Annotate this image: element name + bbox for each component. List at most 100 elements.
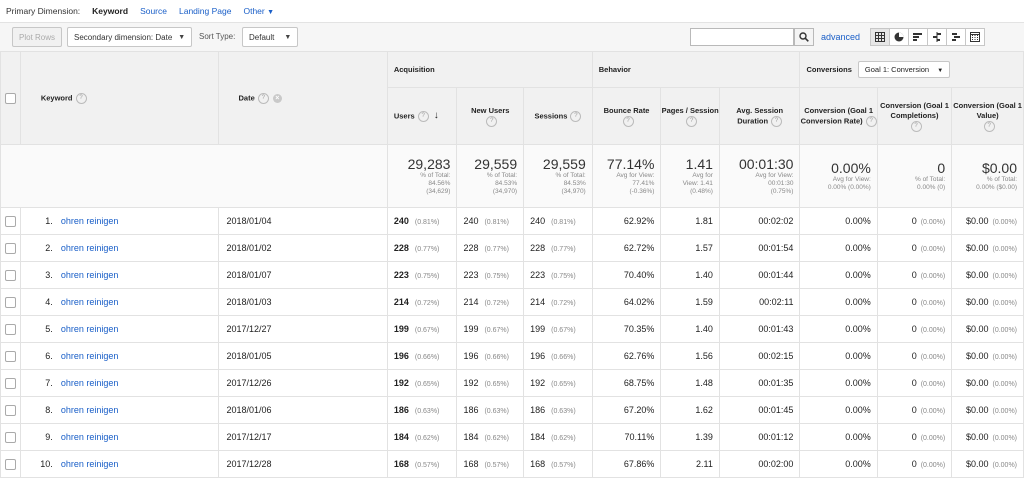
help-icon[interactable]: ?	[686, 115, 698, 127]
row-checkbox[interactable]	[4, 404, 16, 416]
completions-header[interactable]: Conversion (Goal 1 Completions)?	[876, 87, 953, 145]
sessions-cell: 186 (0.63%)	[523, 396, 593, 424]
conversion-rate-header[interactable]: Conversion (Goal 1 Conversion Rate)?	[799, 87, 878, 145]
completions-value: 0	[911, 405, 917, 415]
plot-rows-button[interactable]: Plot Rows	[12, 27, 63, 47]
bounce-rate-header[interactable]: Bounce Rate?	[591, 87, 662, 145]
search-button[interactable]	[794, 28, 814, 46]
new-users-percent: (0.65%)	[484, 381, 509, 388]
row-checkbox[interactable]	[4, 269, 16, 281]
dimension-source[interactable]: Source	[140, 6, 167, 16]
keyword-link[interactable]: ohren reinigen	[60, 270, 119, 280]
users-percent: (0.81%)	[414, 219, 440, 226]
new-users-value: 186	[463, 405, 479, 415]
help-icon[interactable]: ?	[570, 110, 582, 122]
dimension-other[interactable]: Other ▼	[243, 6, 274, 16]
users-percent: (0.66%)	[414, 354, 440, 361]
help-icon[interactable]: ?	[865, 115, 877, 127]
view-pie-button[interactable]	[889, 28, 909, 46]
view-pivot-button[interactable]	[965, 28, 985, 46]
date-header[interactable]: Date? ×	[217, 51, 388, 145]
row-checkbox[interactable]	[4, 215, 16, 227]
keyword-link[interactable]: ohren reinigen	[60, 324, 119, 334]
sessions-percent: (0.62%)	[551, 435, 576, 442]
chevron-down-icon: ▼	[937, 68, 944, 74]
goal-value-cell: $0.00 (0.00%)	[951, 369, 1024, 397]
users-header[interactable]: Users? ↓	[386, 87, 458, 145]
total-sub: (-0.36%)	[629, 187, 655, 195]
keyword-cell: 3. ohren reinigen	[19, 261, 219, 289]
sessions-value: 214	[530, 297, 546, 307]
row-checkbox[interactable]	[4, 323, 16, 335]
keyword-cell: 5. ohren reinigen	[19, 315, 219, 343]
conversions-label: Conversions	[806, 65, 852, 74]
view-performance-button[interactable]	[908, 28, 928, 46]
keyword-link[interactable]: ohren reinigen	[60, 459, 119, 469]
dimension-landing-page[interactable]: Landing Page	[179, 6, 232, 16]
completions-percent: (0.00%)	[920, 435, 946, 442]
row-checkbox[interactable]	[4, 242, 16, 254]
goal-value-header[interactable]: Conversion (Goal 1 Value)?	[951, 87, 1024, 145]
row-checkbox[interactable]	[4, 458, 16, 470]
keyword-link[interactable]: ohren reinigen	[60, 351, 119, 361]
new-users-value: 214	[463, 297, 479, 307]
search-input[interactable]	[690, 28, 794, 46]
keyword-link[interactable]: ohren reinigen	[60, 243, 119, 253]
secondary-dimension-label: Secondary dimension: Date	[74, 32, 173, 42]
completions-value: 0	[911, 297, 917, 307]
help-icon[interactable]: ?	[771, 115, 783, 127]
help-icon[interactable]: ?	[983, 120, 995, 132]
help-icon[interactable]: ?	[75, 92, 87, 104]
total-sub: % of Total:	[914, 175, 946, 183]
users-percent: (0.77%)	[414, 246, 440, 253]
goal-select[interactable]: Goal 1: Conversion ▼	[857, 61, 951, 78]
remove-dimension-icon[interactable]: ×	[272, 93, 282, 103]
secondary-dimension-select[interactable]: Secondary dimension: Date ▼	[67, 27, 193, 47]
row-checkbox[interactable]	[4, 431, 16, 443]
help-icon[interactable]: ?	[910, 120, 922, 132]
new-users-value: 184	[463, 432, 479, 442]
pages-session-cell: 2.11	[660, 450, 720, 478]
keyword-link[interactable]: ohren reinigen	[60, 378, 119, 388]
total-sub: 84.53%	[563, 179, 586, 187]
keyword-link[interactable]: ohren reinigen	[60, 405, 119, 415]
view-table-button[interactable]	[870, 28, 890, 46]
row-checkbox[interactable]	[4, 350, 16, 362]
dimension-keyword[interactable]: Keyword	[92, 6, 129, 16]
goal-value-header-label: Conversion (Goal 1 Value)	[953, 100, 1022, 120]
keyword-link[interactable]: ohren reinigen	[60, 432, 119, 442]
total-sub: % of Total:	[420, 171, 451, 179]
row-checkbox[interactable]	[4, 377, 16, 389]
help-icon[interactable]: ?	[622, 115, 634, 127]
advanced-filter-link[interactable]: advanced	[821, 32, 861, 42]
sessions-value: 228	[530, 243, 546, 253]
help-icon[interactable]: ?	[257, 92, 269, 104]
new-users-header[interactable]: New Users?	[456, 87, 525, 145]
total-sessions: 29,559% of Total: 84.53% (34,970)	[523, 144, 593, 208]
avg-duration-cell: 00:02:00	[718, 450, 801, 478]
goal-value-percent: (0.00%)	[992, 219, 1017, 226]
row-number: 10.	[40, 459, 53, 469]
sort-type-select[interactable]: Default ▼	[242, 27, 299, 47]
conversion-rate-cell: 0.00%	[799, 261, 878, 289]
new-users-value: 240	[463, 216, 479, 226]
keyword-link[interactable]: ohren reinigen	[60, 216, 119, 226]
pages-session-header[interactable]: Pages / Session?	[660, 87, 720, 145]
totals-label-cell	[0, 144, 388, 208]
totals-row: 29,283% of Total: 84.56% (34,629) 29,559% …	[0, 144, 1024, 208]
sessions-header[interactable]: Sessions?	[523, 87, 593, 145]
view-comparison-button[interactable]	[927, 28, 947, 46]
row-checkbox[interactable]	[4, 296, 16, 308]
view-term-cloud-button[interactable]	[946, 28, 966, 46]
primary-dimension-label: Primary Dimension:	[6, 6, 81, 16]
users-value: 240	[393, 216, 409, 226]
help-icon[interactable]: ?	[486, 115, 498, 127]
total-users: 29,283% of Total: 84.56% (34,629)	[386, 144, 458, 208]
keyword-header[interactable]: Keyword?	[19, 51, 219, 145]
help-icon[interactable]: ?	[417, 110, 429, 122]
avg-session-duration-header[interactable]: Avg. Session Duration?	[718, 87, 801, 145]
keyword-cell: 9. ohren reinigen	[19, 423, 219, 451]
total-value: 77.14%	[606, 155, 655, 172]
keyword-link[interactable]: ohren reinigen	[60, 297, 119, 307]
select-all-checkbox[interactable]	[4, 92, 16, 104]
